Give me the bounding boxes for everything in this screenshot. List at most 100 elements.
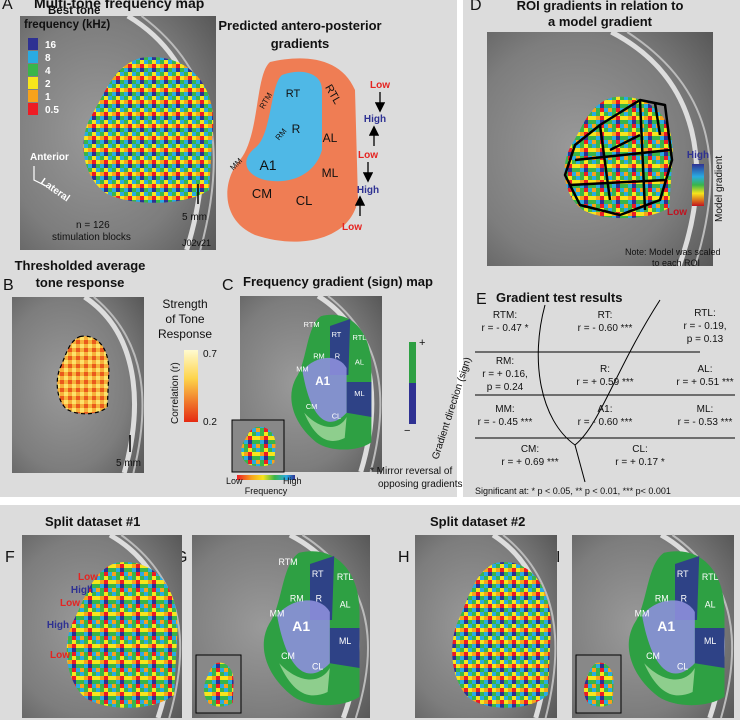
sign-plus: +: [419, 337, 425, 349]
region-label: R: [681, 593, 687, 603]
region-label: CL: [677, 662, 688, 672]
sign-region: [644, 663, 695, 696]
legend-swatch: [28, 38, 38, 50]
cell-text: r = + 0.59 ***: [576, 377, 633, 388]
region-label: RTL: [702, 572, 719, 582]
region-label: CM: [646, 651, 660, 661]
gradient-label: Low: [60, 598, 80, 609]
cell-text: ML:: [697, 404, 714, 415]
subject-id: J02v21: [182, 238, 211, 248]
activation-map: [564, 96, 673, 219]
activation-map: [204, 662, 234, 707]
region-label: RTL: [353, 333, 367, 342]
colorbar-high: High: [687, 150, 709, 161]
cell-text: CM:: [521, 444, 539, 455]
cell-text: R:: [600, 364, 610, 375]
activation-map: [452, 562, 551, 708]
legend-label: 1: [45, 92, 51, 103]
cell-text: r = - 0.60 ***: [578, 417, 633, 428]
cell-text: A1:: [597, 404, 612, 415]
frequency-bar: [237, 475, 295, 480]
legend-title: of Tone: [165, 312, 204, 326]
panel-title: Thresholded average: [15, 258, 146, 273]
panel-title: gradients: [271, 36, 330, 51]
cell-text: MM:: [495, 404, 514, 415]
scale-label: 5 mm: [182, 212, 207, 223]
colorbar: [184, 350, 198, 422]
roi-outline: [569, 178, 666, 187]
roi-outline: [598, 124, 612, 201]
cell-text: RT:: [598, 310, 613, 321]
legend-swatch: [28, 51, 38, 63]
roi-outline: [653, 102, 662, 136]
activation-map: [66, 562, 178, 708]
region-label: RM: [655, 593, 669, 603]
footnote: Significant at: * p < 0.05, ** p < 0.01,…: [475, 486, 671, 496]
region-label: ML: [339, 636, 351, 646]
section-title: Split dataset #2: [430, 514, 525, 529]
footnote: opposing gradients: [378, 479, 463, 490]
region-label: R: [292, 122, 301, 136]
activation-map: [83, 57, 214, 203]
note: Note: Model was scaled: [625, 247, 721, 257]
legend-swatch: [28, 64, 38, 76]
cell-text: r = + 0.51 ***: [676, 377, 733, 388]
cell-text: r = - 0.60 ***: [578, 323, 633, 334]
skull-edge: [327, 295, 382, 473]
sign-bar: [409, 342, 416, 424]
region-label: AL: [340, 600, 351, 610]
cell-text: r = - 0.47 *: [482, 323, 529, 334]
region-label: RM: [290, 593, 304, 603]
region-label: RT: [677, 569, 689, 579]
cell-text: p = 0.13: [687, 334, 724, 345]
region-label: ML: [322, 166, 339, 180]
gradient-label: High: [364, 114, 386, 125]
region-label: CL: [312, 662, 323, 672]
panel-letter: E: [476, 291, 487, 308]
roi-outline: [609, 133, 641, 152]
region-label: ML: [354, 389, 364, 398]
panel-title: Frequency gradient (sign) map: [243, 274, 433, 289]
footnote: * Mirror reversal of: [370, 466, 452, 477]
legend-swatch: [28, 77, 38, 89]
panel-letter: H: [398, 549, 410, 566]
table-line: [574, 444, 586, 483]
colorbar: [692, 164, 704, 206]
region-label: A1: [259, 157, 276, 173]
region-label: ML: [704, 636, 716, 646]
region-label: A1: [657, 618, 675, 634]
note: to each ROI: [652, 258, 700, 268]
activation-map: [241, 426, 276, 467]
colorbar-title: Correlation (r): [170, 362, 181, 424]
sign-region: [302, 357, 347, 422]
sign-region: [642, 600, 695, 674]
panel-title: Gradient test results: [496, 290, 622, 305]
colorbar-label: 0.2: [203, 417, 217, 428]
table-line: [537, 299, 661, 446]
cell-text: r = + 0.16,: [482, 369, 528, 380]
scale-label: 5 mm: [116, 458, 141, 469]
activation-map: [56, 335, 110, 415]
region-label: RTL: [337, 572, 354, 582]
predicted-inner: [246, 71, 322, 182]
region-label: MM: [635, 608, 650, 618]
skull-edge: [93, 296, 144, 474]
gradient-label: High: [357, 185, 379, 196]
colorbar-title: Model gradient: [714, 156, 725, 222]
region-label: CM: [252, 186, 272, 201]
cell-text: r = + 0.17 *: [615, 457, 665, 468]
region-label: A1: [292, 618, 310, 634]
skull-edge: [626, 31, 712, 267]
legend-title: Response: [158, 327, 212, 341]
legend-label: 2: [45, 79, 51, 90]
legend-title: Best tone: [48, 5, 100, 17]
skull-edge: [502, 534, 557, 719]
cell-text: r = - 0.45 ***: [478, 417, 533, 428]
cell-text: RTM:: [493, 310, 517, 321]
panel-title: tone response: [36, 275, 125, 290]
roi-outline: [563, 98, 674, 217]
panel-letter: D: [470, 0, 482, 14]
region-label: CM: [281, 651, 295, 661]
gradient-label: Low: [50, 650, 70, 661]
panel-title: a model gradient: [548, 14, 653, 29]
